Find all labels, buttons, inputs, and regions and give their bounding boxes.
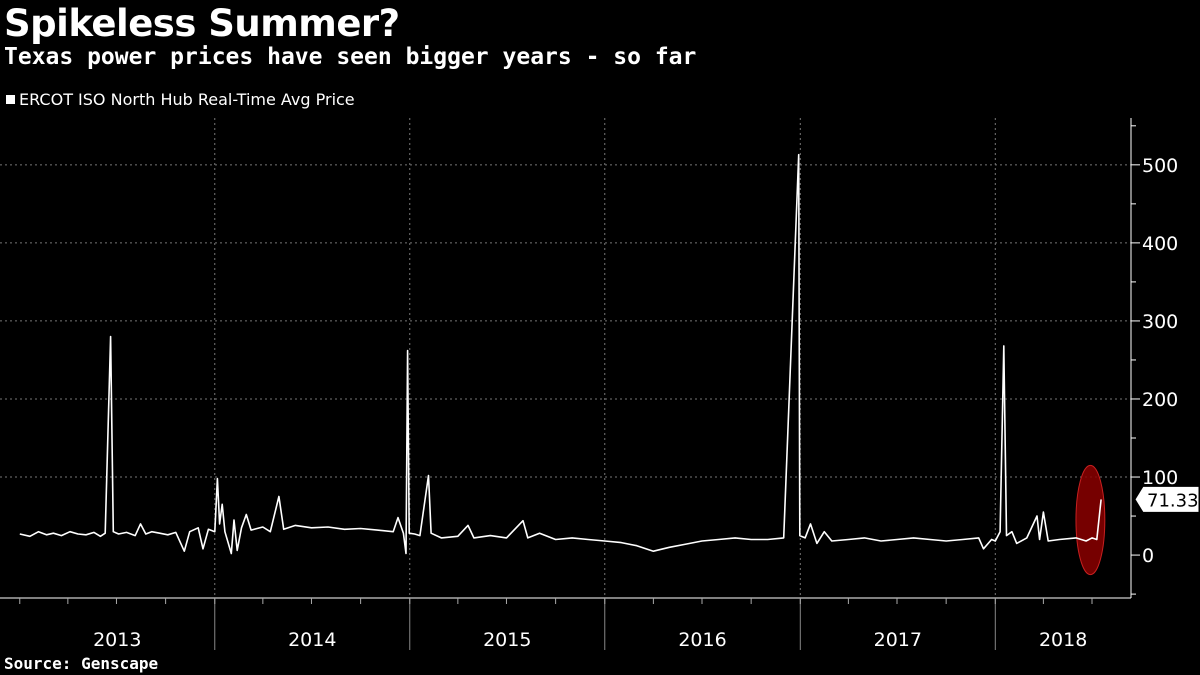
x-year-label: 2014 xyxy=(288,629,336,651)
y-tick-label: 200 xyxy=(1142,389,1178,411)
x-year-label: 2016 xyxy=(678,629,726,651)
source-note: Source: Genscape xyxy=(4,654,159,673)
y-tick-label: 300 xyxy=(1142,311,1178,333)
x-year-label: 2017 xyxy=(874,629,922,651)
x-year-label: 2013 xyxy=(93,629,141,651)
x-year-label: 2018 xyxy=(1039,629,1087,651)
y-tick-label: 400 xyxy=(1142,233,1178,255)
legend-label: ERCOT ISO North Hub Real-Time Avg Price xyxy=(19,90,355,109)
y-tick-label: 500 xyxy=(1142,155,1178,177)
chart-title: Spikeless Summer? xyxy=(4,2,400,45)
legend: ERCOT ISO North Hub Real-Time Avg Price xyxy=(6,90,355,109)
last-value-label: 71.33 xyxy=(1147,490,1199,511)
last-value-flag xyxy=(1134,485,1200,513)
y-tick-label: 100 xyxy=(1142,467,1178,489)
chart-subtitle: Texas power prices have seen bigger year… xyxy=(4,44,697,70)
legend-swatch xyxy=(6,95,15,104)
highlight-ellipse xyxy=(1075,464,1106,576)
x-year-label: 2015 xyxy=(483,629,531,651)
series-line xyxy=(19,153,1102,555)
y-tick-label: 0 xyxy=(1142,545,1154,567)
